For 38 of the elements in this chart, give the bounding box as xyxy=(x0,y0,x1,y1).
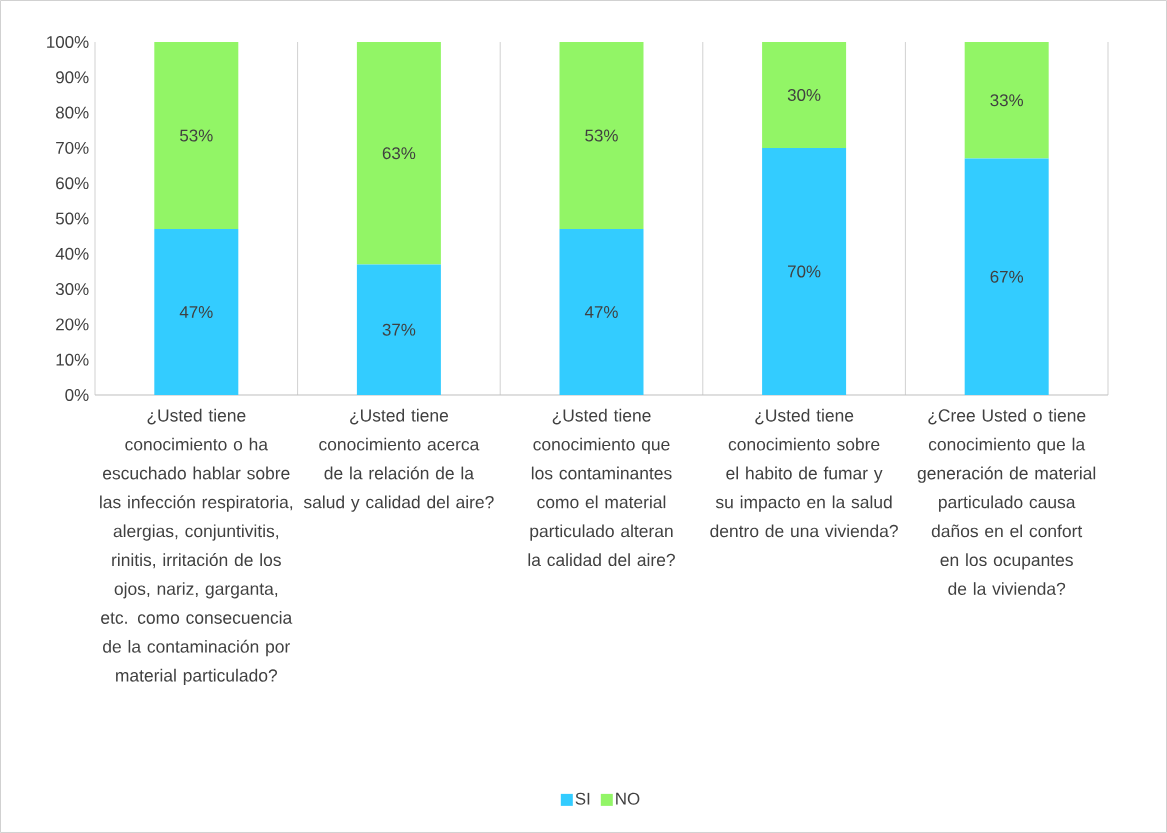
data-label: 67% xyxy=(990,270,1024,283)
data-label: 63% xyxy=(382,147,416,160)
y-tick-label: 70% xyxy=(56,141,89,154)
y-tick-label: 0% xyxy=(65,388,89,401)
bar xyxy=(356,264,441,395)
legend-label: SI xyxy=(575,792,590,805)
y-tick-label: 20% xyxy=(56,318,89,331)
y-tick-label: 50% xyxy=(55,212,89,225)
data-label: 33% xyxy=(990,94,1024,107)
y-tick-label: 100% xyxy=(47,35,89,48)
x-tick-label: ¿Usted tiene conocimiento que los contaminantes como el material particulado alteran la calidad del aire? xyxy=(528,408,675,567)
x-tick-label: ¿Usted tiene conocimiento acerca de la relación de la salud y calidad del aire? xyxy=(303,408,494,512)
data-label: 70% xyxy=(788,265,821,278)
data-label: 47% xyxy=(584,306,618,318)
data-label: 53% xyxy=(180,129,213,142)
y-tick-label: 40% xyxy=(55,247,89,260)
legend-label: NO xyxy=(616,792,640,805)
bar xyxy=(559,41,644,230)
data-label: 37% xyxy=(382,323,416,336)
data-label: 53% xyxy=(585,129,618,142)
data-label: 30% xyxy=(787,88,821,101)
y-tick-label: 10% xyxy=(56,353,89,366)
data-label: 47% xyxy=(179,306,213,318)
x-tick-label: ¿Cree Usted o tiene conocimiento que la generación de material particulado causa daños en el confort en los ocupantes de la vivienda? xyxy=(917,408,1096,595)
bar xyxy=(964,158,1049,395)
y-tick-label: 80% xyxy=(56,106,89,119)
bar xyxy=(762,147,847,395)
bar xyxy=(356,41,441,265)
x-tick-label: ¿Usted tiene conocimiento sobre el habito de fumar y su impacto en la salud dentro de una vivienda? xyxy=(710,408,898,538)
bar xyxy=(154,41,239,230)
bar xyxy=(964,41,1049,159)
y-tick-label: 90% xyxy=(56,71,89,84)
bar xyxy=(154,229,239,395)
y-tick-label: 30% xyxy=(55,283,89,296)
y-tick-label: 60% xyxy=(56,177,89,190)
bar xyxy=(762,41,847,148)
bar xyxy=(559,229,644,395)
category-label: ¿Usted tiene conocimiento o ha escuchado hablar sobre las infección respiratoria, alergias, conjuntivitis, rinitis, irritación de los ojos, nariz, garganta, etc. como consecuencia de la contaminación por material particulado? xyxy=(100,408,293,686)
